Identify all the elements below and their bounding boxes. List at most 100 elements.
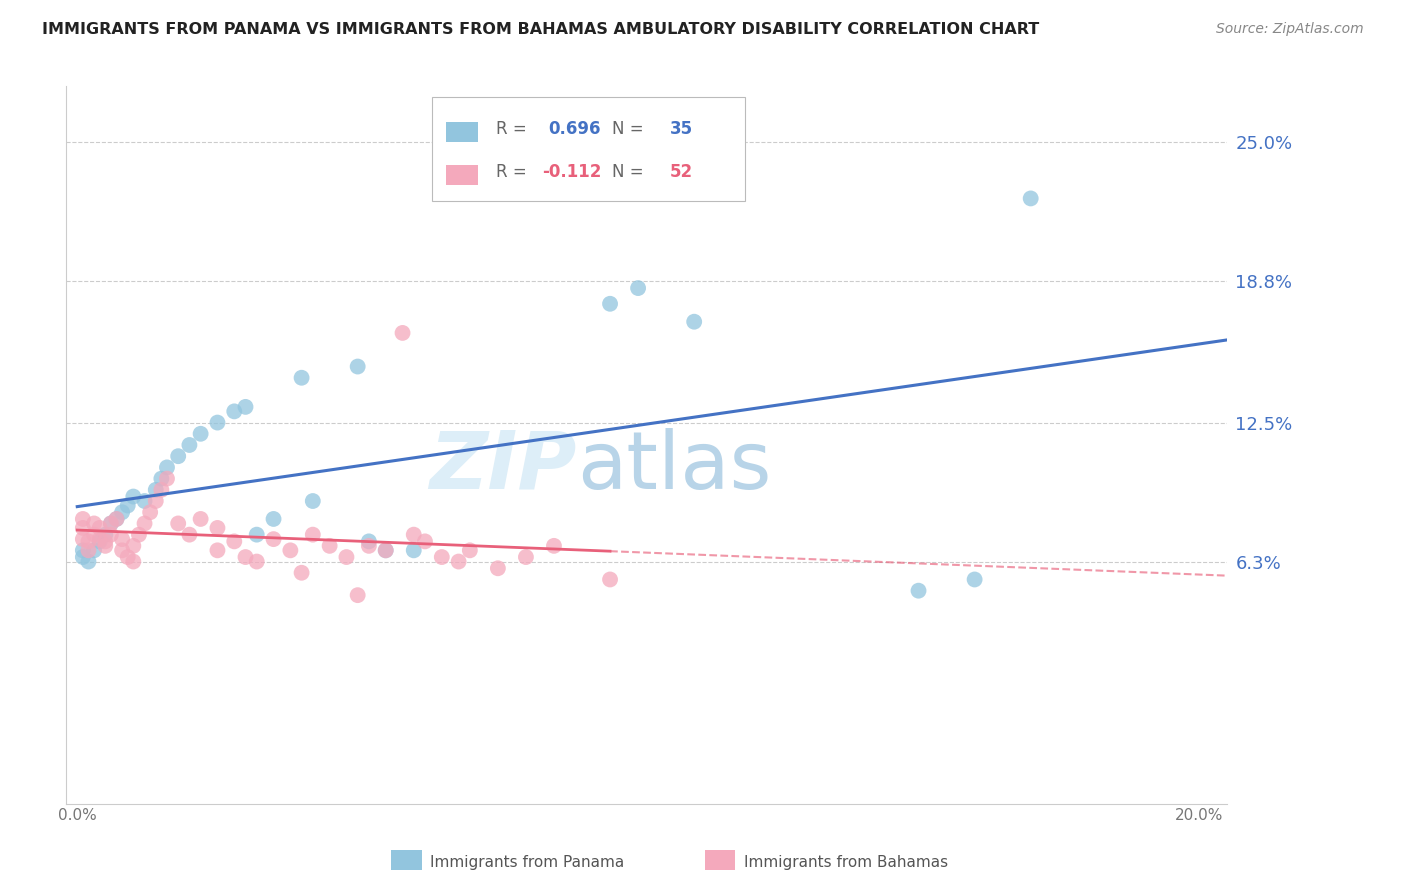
Point — [190, 426, 212, 441]
Point — [156, 460, 179, 475]
Point — [301, 494, 323, 508]
Point — [246, 527, 269, 541]
Point — [235, 400, 257, 414]
Point — [167, 516, 190, 531]
Point — [122, 490, 145, 504]
Text: Immigrants from Panama: Immigrants from Panama — [430, 855, 624, 870]
Text: Source: ZipAtlas.com: Source: ZipAtlas.com — [1216, 22, 1364, 37]
Point — [94, 527, 117, 541]
Point — [515, 550, 537, 565]
Point — [599, 297, 621, 311]
Point — [290, 370, 312, 384]
Point — [150, 472, 173, 486]
Point — [128, 527, 150, 541]
Text: atlas: atlas — [576, 427, 772, 506]
Point — [105, 512, 128, 526]
Point — [100, 527, 122, 541]
Point — [224, 534, 246, 549]
Point — [111, 505, 134, 519]
Point — [94, 539, 117, 553]
Point — [77, 555, 100, 569]
Text: -0.112: -0.112 — [543, 163, 602, 181]
Bar — [446, 122, 478, 143]
Point — [207, 543, 229, 558]
Text: N =: N = — [612, 163, 648, 181]
Point — [246, 555, 269, 569]
Point — [139, 505, 162, 519]
Text: R =: R = — [495, 163, 531, 181]
Point — [374, 543, 396, 558]
Point — [402, 543, 425, 558]
FancyBboxPatch shape — [432, 97, 745, 201]
Point — [94, 534, 117, 549]
Text: 52: 52 — [669, 163, 693, 181]
Point — [100, 516, 122, 531]
Point — [111, 543, 134, 558]
Point — [122, 555, 145, 569]
Point — [413, 534, 436, 549]
Point — [100, 516, 122, 531]
Point — [105, 512, 128, 526]
Point — [335, 550, 357, 565]
Point — [263, 512, 285, 526]
Point — [683, 315, 706, 329]
Point — [72, 512, 94, 526]
Point — [280, 543, 302, 558]
Point — [117, 550, 139, 565]
Point — [447, 555, 470, 569]
Point — [77, 543, 100, 558]
Point — [458, 543, 481, 558]
Point — [357, 534, 380, 549]
Point — [357, 539, 380, 553]
Point — [145, 494, 167, 508]
Point — [907, 583, 929, 598]
Point — [111, 532, 134, 546]
Point — [89, 532, 111, 546]
Text: 35: 35 — [669, 120, 693, 138]
Point — [627, 281, 650, 295]
Text: N =: N = — [612, 120, 648, 138]
Point — [963, 573, 986, 587]
Point — [207, 521, 229, 535]
Point — [167, 449, 190, 463]
Point — [391, 326, 413, 340]
Text: ZIP: ZIP — [429, 427, 576, 506]
Point — [290, 566, 312, 580]
Point — [190, 512, 212, 526]
Point — [346, 359, 368, 374]
Point — [89, 534, 111, 549]
Text: R =: R = — [495, 120, 531, 138]
Point — [543, 539, 565, 553]
Point — [134, 516, 156, 531]
Point — [224, 404, 246, 418]
Point — [117, 499, 139, 513]
Bar — [446, 165, 478, 186]
Point — [346, 588, 368, 602]
Point — [430, 550, 453, 565]
Point — [179, 527, 201, 541]
Point — [1019, 191, 1042, 205]
Text: Immigrants from Bahamas: Immigrants from Bahamas — [744, 855, 948, 870]
Point — [156, 472, 179, 486]
Point — [486, 561, 509, 575]
Point — [301, 527, 323, 541]
Text: 0.696: 0.696 — [548, 120, 600, 138]
Point — [402, 527, 425, 541]
Text: IMMIGRANTS FROM PANAMA VS IMMIGRANTS FROM BAHAMAS AMBULATORY DISABILITY CORRELAT: IMMIGRANTS FROM PANAMA VS IMMIGRANTS FRO… — [42, 22, 1039, 37]
Point — [318, 539, 340, 553]
Point — [599, 573, 621, 587]
Point — [122, 539, 145, 553]
Point — [72, 532, 94, 546]
Point — [89, 521, 111, 535]
Point — [145, 483, 167, 497]
Point — [72, 550, 94, 565]
Point — [374, 543, 396, 558]
Point — [263, 532, 285, 546]
Point — [72, 521, 94, 535]
Point — [83, 543, 105, 558]
Point — [134, 494, 156, 508]
Point — [72, 543, 94, 558]
Point — [235, 550, 257, 565]
Point — [207, 416, 229, 430]
Point — [77, 534, 100, 549]
